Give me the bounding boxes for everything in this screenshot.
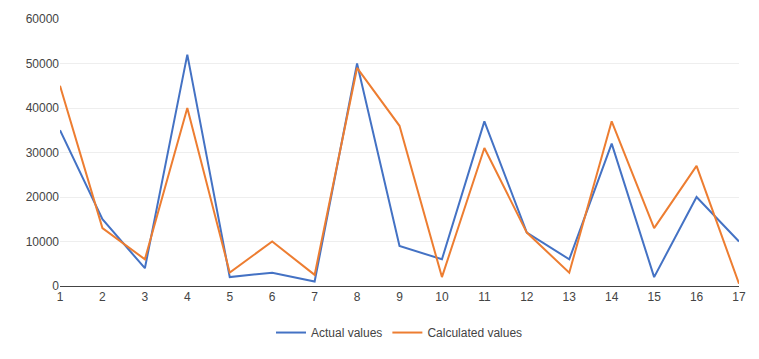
svg-text:14: 14	[605, 290, 619, 304]
svg-text:9: 9	[396, 290, 403, 304]
svg-text:10: 10	[435, 290, 449, 304]
svg-text:16: 16	[690, 290, 704, 304]
svg-text:30000: 30000	[26, 146, 60, 160]
svg-text:13: 13	[563, 290, 577, 304]
svg-text:5: 5	[226, 290, 233, 304]
svg-text:4: 4	[184, 290, 191, 304]
svg-text:17: 17	[732, 290, 746, 304]
svg-text:0: 0	[52, 279, 59, 293]
svg-text:Calculated values: Calculated values	[427, 326, 522, 340]
svg-text:Actual values: Actual values	[311, 326, 382, 340]
svg-text:11: 11	[478, 290, 491, 304]
svg-text:2: 2	[99, 290, 106, 304]
svg-text:40000: 40000	[26, 101, 60, 115]
svg-text:10000: 10000	[26, 235, 60, 249]
svg-text:15: 15	[647, 290, 661, 304]
svg-text:7: 7	[311, 290, 318, 304]
svg-text:6: 6	[269, 290, 276, 304]
svg-text:8: 8	[354, 290, 361, 304]
svg-text:1: 1	[57, 290, 64, 304]
svg-text:60000: 60000	[26, 12, 60, 26]
svg-text:3: 3	[142, 290, 149, 304]
svg-text:12: 12	[520, 290, 534, 304]
svg-text:20000: 20000	[26, 190, 60, 204]
svg-text:50000: 50000	[26, 57, 60, 71]
